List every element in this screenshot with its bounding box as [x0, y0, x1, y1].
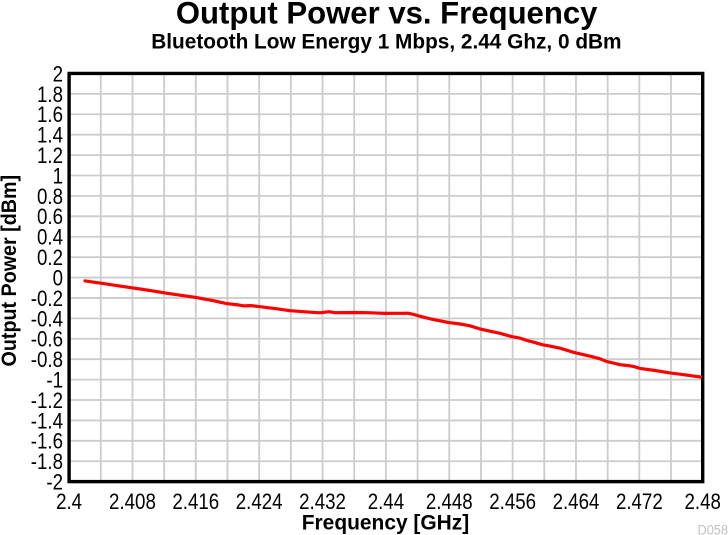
svg-text:-0.8: -0.8 [31, 347, 63, 372]
svg-text:Output Power vs. Frequency: Output Power vs. Frequency [176, 0, 598, 31]
svg-text:2.432: 2.432 [299, 489, 346, 514]
svg-text:2.464: 2.464 [553, 489, 600, 514]
svg-text:0.2: 0.2 [37, 245, 63, 270]
svg-text:2.4: 2.4 [56, 489, 82, 514]
svg-text:-0.2: -0.2 [31, 286, 63, 311]
svg-text:1: 1 [53, 163, 63, 188]
svg-text:-1.8: -1.8 [31, 449, 63, 474]
svg-text:Output Power [dBm]: Output Power [dBm] [0, 175, 21, 367]
svg-text:1.8: 1.8 [37, 82, 63, 107]
svg-text:2: 2 [53, 61, 63, 86]
svg-text:2.448: 2.448 [426, 489, 473, 514]
svg-text:Frequency [GHz]: Frequency [GHz] [302, 511, 470, 535]
svg-text:-2: -2 [46, 470, 63, 495]
svg-text:2.424: 2.424 [236, 489, 283, 514]
svg-text:D058: D058 [698, 521, 728, 535]
svg-text:2.416: 2.416 [172, 489, 219, 514]
svg-text:-1.6: -1.6 [31, 429, 63, 454]
svg-text:0.4: 0.4 [37, 225, 63, 250]
svg-text:-1.4: -1.4 [31, 408, 63, 433]
svg-text:0.8: 0.8 [37, 184, 63, 209]
svg-text:2.456: 2.456 [489, 489, 536, 514]
svg-text:-1: -1 [46, 368, 63, 393]
svg-text:1.2: 1.2 [37, 143, 63, 168]
svg-text:-0.6: -0.6 [31, 327, 63, 352]
svg-text:-1.2: -1.2 [31, 388, 63, 413]
svg-text:1.6: 1.6 [37, 102, 63, 127]
svg-text:-0.4: -0.4 [31, 306, 63, 331]
svg-text:1.4: 1.4 [37, 123, 63, 148]
svg-text:2.48: 2.48 [684, 489, 720, 514]
svg-text:0.6: 0.6 [37, 204, 63, 229]
svg-text:2.408: 2.408 [109, 489, 156, 514]
svg-text:Bluetooth Low Energy 1 Mbps, 2: Bluetooth Low Energy 1 Mbps, 2.44 Ghz, 0… [151, 31, 621, 54]
svg-text:2.44: 2.44 [368, 489, 404, 514]
svg-text:2.472: 2.472 [616, 489, 663, 514]
svg-text:0: 0 [53, 265, 63, 290]
